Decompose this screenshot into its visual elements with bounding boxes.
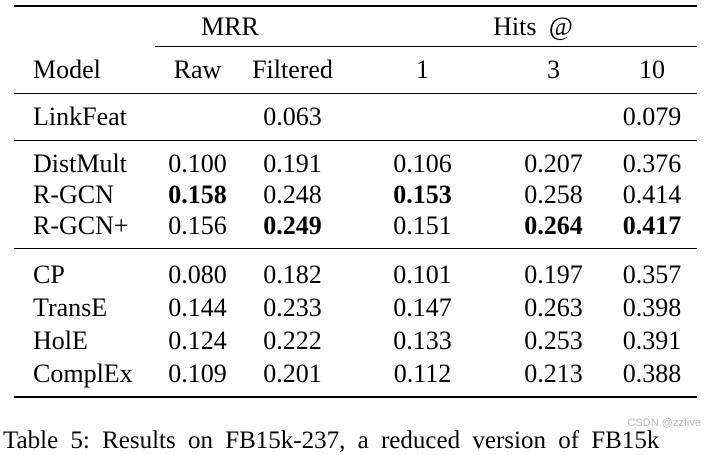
model-name: CP <box>33 259 65 289</box>
metric-value: 0.153 <box>393 179 452 209</box>
column-header-hits1: 1 <box>416 55 429 84</box>
metric-value: 0.222 <box>263 325 322 355</box>
metric-value: 0.417 <box>622 210 682 240</box>
metric-value: 0.100 <box>168 148 227 178</box>
metric-value: 0.080 <box>168 259 227 289</box>
column-header-hits10: 10 <box>639 55 665 84</box>
metric-value: 0.112 <box>393 358 452 388</box>
model-name: R-GCN+ <box>33 210 129 240</box>
table-section-rgcn: DistMult 0.100 0.191 0.106 0.207 0.376 R… <box>14 141 697 249</box>
table-caption: Table 5: Results on FB15k-237, a reduced… <box>3 427 660 454</box>
metric-value: 0.264 <box>524 210 583 240</box>
metric-value: 0.233 <box>263 292 322 322</box>
metric-value: 0.197 <box>524 259 583 289</box>
metric-value <box>345 94 500 140</box>
model-name: HolE <box>33 325 88 355</box>
metric-value: 0.253 <box>524 325 583 355</box>
model-name: DistMult <box>33 148 127 178</box>
column-header-filtered: Filtered <box>252 55 333 84</box>
metric-value: 0.207 <box>524 148 583 178</box>
metric-value: 0.201 <box>263 358 322 388</box>
model-name: LinkFeat <box>33 102 127 131</box>
column-header-raw: Raw <box>173 55 222 84</box>
metric-value: 0.263 <box>524 292 583 322</box>
metric-value: 0.101 <box>393 259 452 289</box>
metric-value: 0.391 <box>622 325 682 355</box>
model-name: ComplEx <box>33 358 133 388</box>
metric-value: 0.133 <box>393 325 452 355</box>
metric-value: 0.249 <box>263 210 322 240</box>
metric-value: 0.106 <box>393 148 452 178</box>
metric-value: 0.248 <box>263 179 322 209</box>
metric-value: 0.124 <box>168 325 227 355</box>
metric-value: 0.063 <box>263 102 322 131</box>
metric-value: 0.182 <box>263 259 322 289</box>
metric-value: 0.109 <box>168 358 227 388</box>
table-section-baseline: LinkFeat 0.063 0.079 <box>14 94 697 141</box>
metric-value: 0.357 <box>622 259 682 289</box>
model-name: TransE <box>33 292 108 322</box>
metric-value: 0.258 <box>524 179 583 209</box>
metric-value: 0.191 <box>263 148 322 178</box>
model-name: R-GCN <box>33 179 114 209</box>
metric-value: 0.398 <box>622 292 682 322</box>
group-header-row: MRR Hits @ <box>14 7 697 47</box>
watermark: CSDN @zzfive <box>627 417 701 429</box>
metric-value: 0.151 <box>393 210 452 240</box>
metric-value: 0.147 <box>393 292 452 322</box>
metric-value: 0.376 <box>622 148 682 178</box>
column-header-hits3: 3 <box>547 55 560 84</box>
metric-value: 0.156 <box>168 210 227 240</box>
group-header-mrr: MRR <box>155 7 345 47</box>
metric-value: 0.213 <box>524 358 583 388</box>
column-header-row: Model Raw Filtered 1 3 10 <box>14 47 697 94</box>
results-table: MRR Hits @ Model Raw Filtered 1 3 10 Lin… <box>14 5 697 398</box>
metric-value <box>500 94 607 140</box>
column-header-model: Model <box>33 55 101 84</box>
metric-value <box>155 94 240 140</box>
metric-value: 0.414 <box>622 179 682 209</box>
metric-value: 0.388 <box>622 358 682 388</box>
table-section-baselines: CP 0.080 0.182 0.101 0.197 0.357 TransE … <box>14 249 697 398</box>
metric-value: 0.158 <box>168 179 227 209</box>
metric-value: 0.144 <box>168 292 227 322</box>
group-header-spacer <box>14 7 155 47</box>
metric-value: 0.079 <box>622 102 682 131</box>
group-header-hits: Hits @ <box>345 7 697 47</box>
